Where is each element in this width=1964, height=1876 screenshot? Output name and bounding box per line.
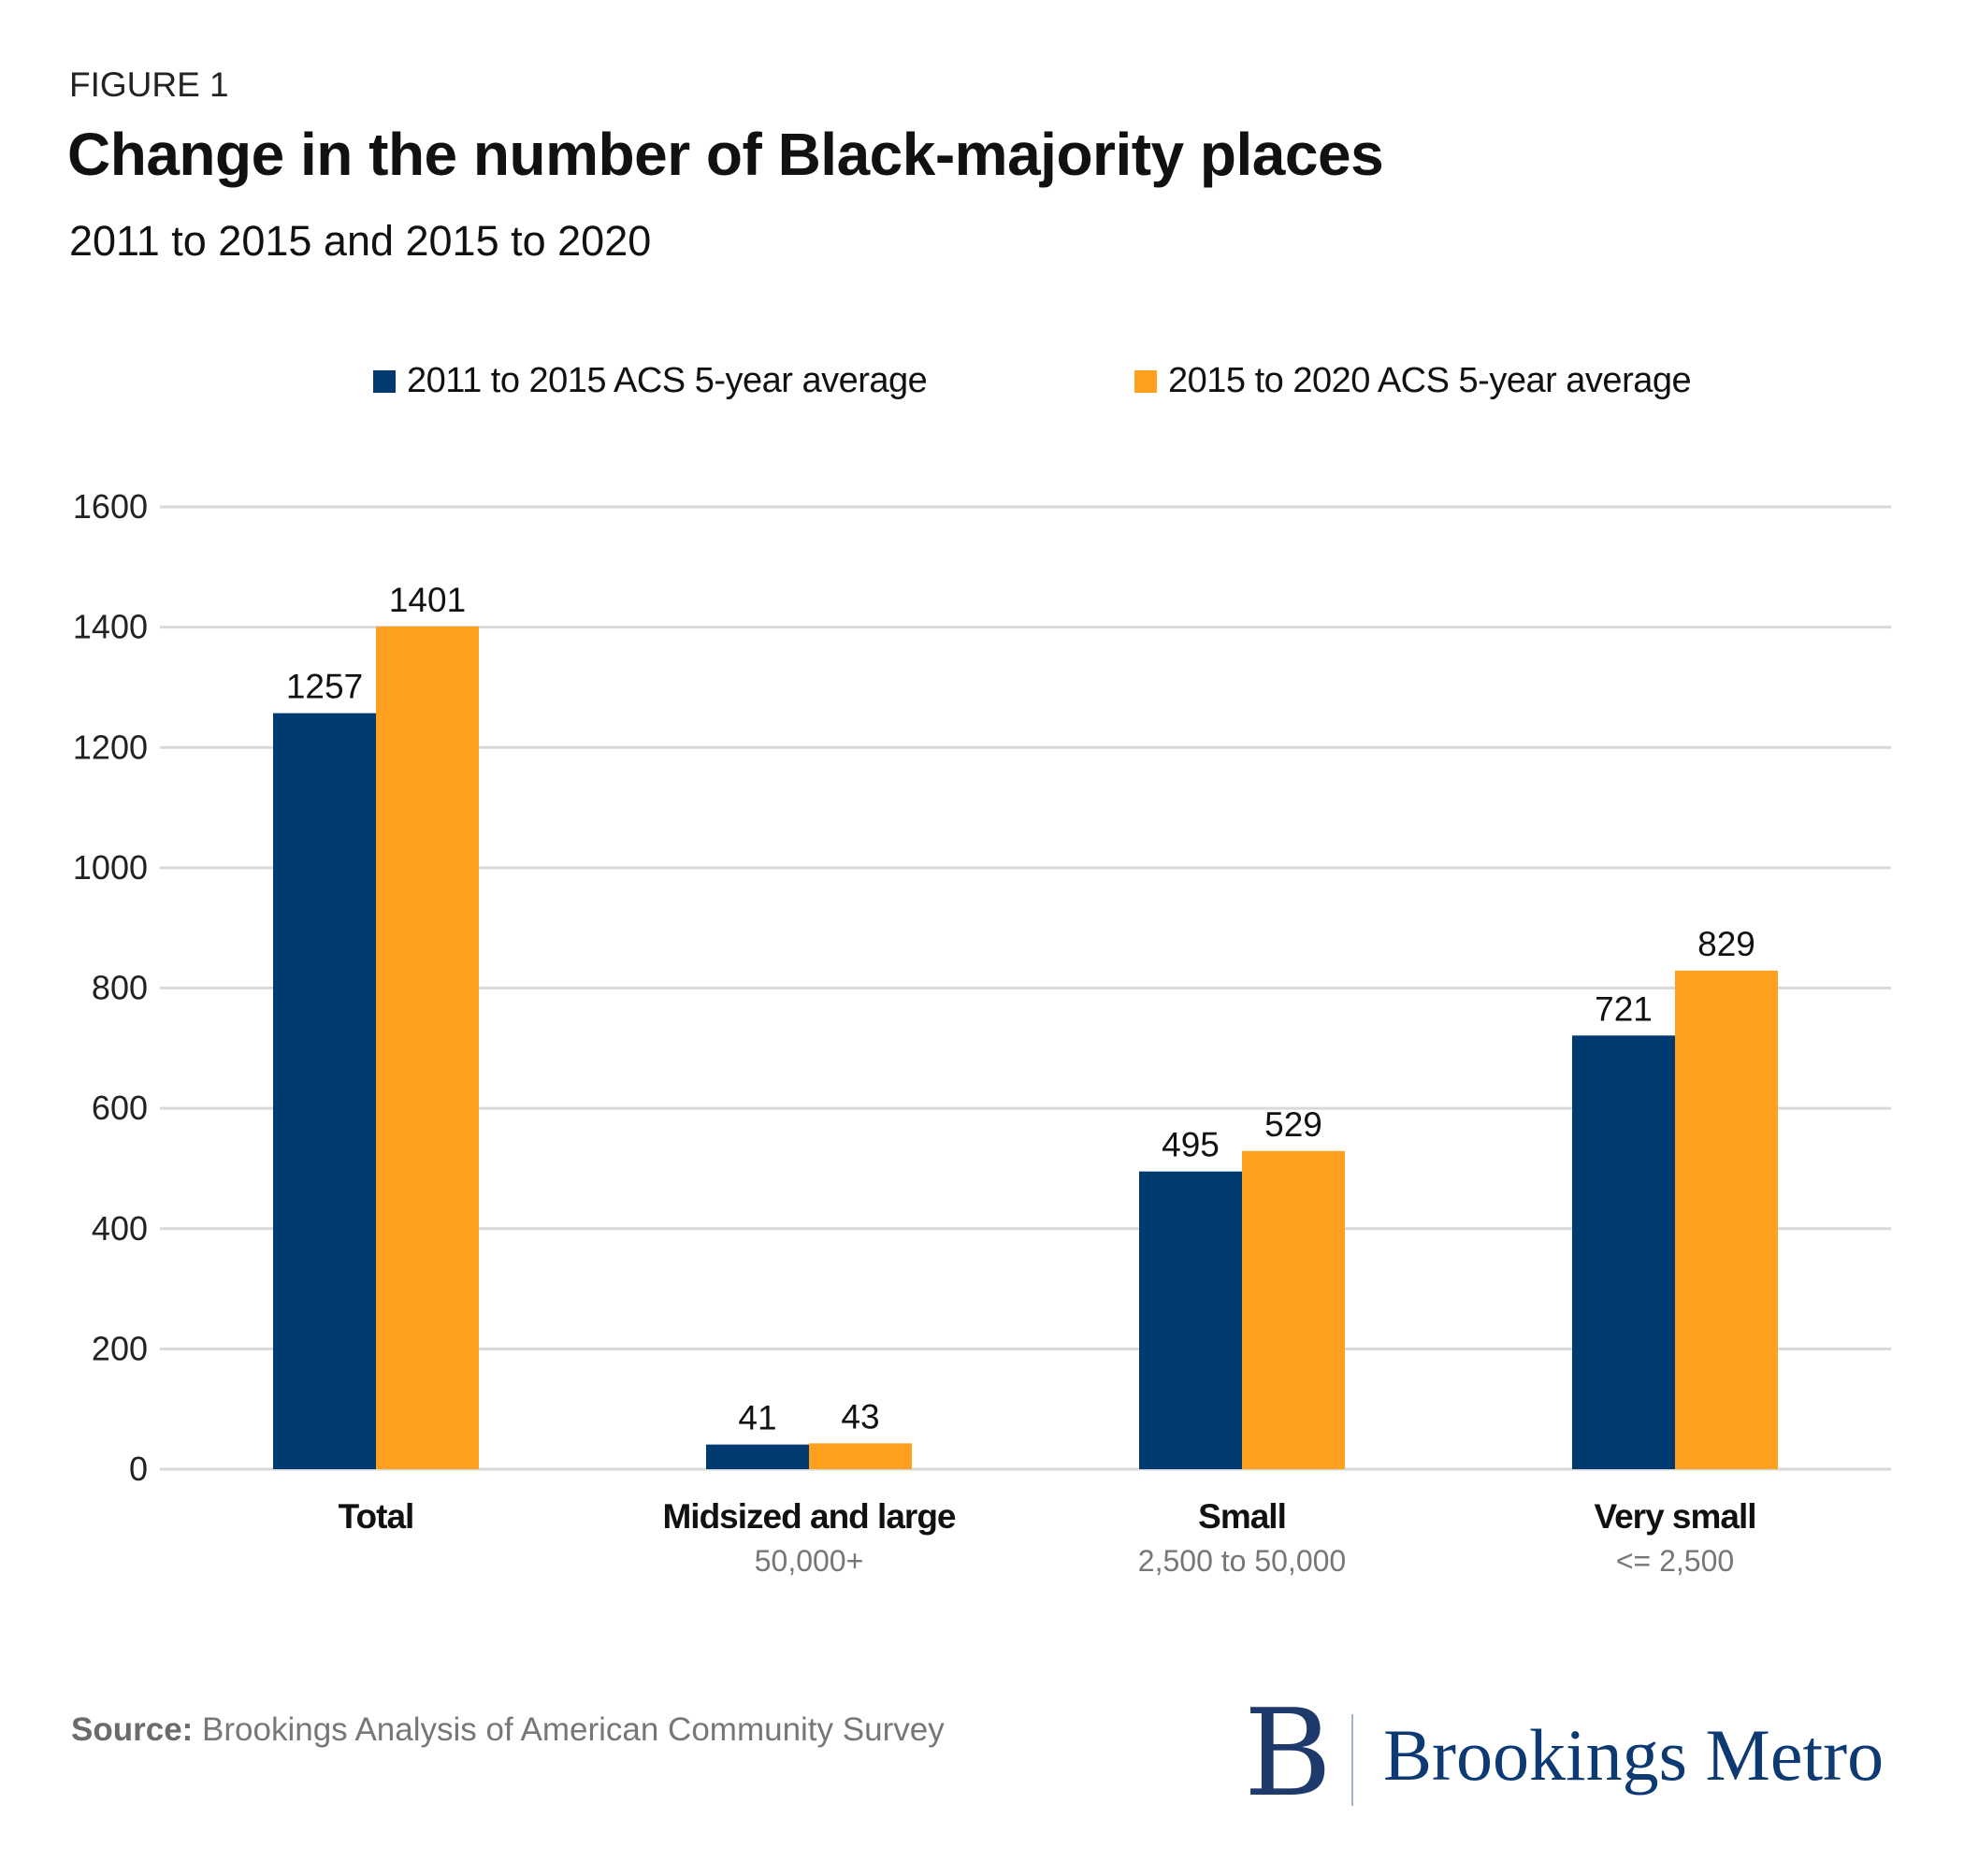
category-sublabel: <= 2,500	[1616, 1544, 1734, 1578]
y-tick-label: 800	[92, 969, 148, 1007]
y-tick-label: 1000	[73, 848, 148, 887]
y-tick-label: 600	[92, 1089, 148, 1127]
bar-2015-2020	[1675, 970, 1778, 1469]
data-label: 721	[1595, 989, 1653, 1028]
data-label: 41	[738, 1399, 776, 1437]
figure-label: FIGURE 1	[69, 65, 229, 104]
category-label: Very small	[1594, 1497, 1755, 1536]
category-label: Total	[339, 1497, 414, 1536]
data-label: 1401	[389, 581, 466, 619]
y-tick-label: 1200	[73, 728, 148, 766]
logo-divider	[1351, 1714, 1353, 1806]
legend-item-2015-2020: 2015 to 2020 ACS 5-year average	[1134, 361, 1692, 401]
data-label: 829	[1697, 925, 1755, 963]
chart-title: Change in the number of Black-majority p…	[67, 121, 1384, 188]
bar-2015-2020	[376, 626, 479, 1469]
data-label: 495	[1162, 1126, 1220, 1164]
y-tick-label: 0	[129, 1450, 148, 1488]
legend-item-2011-2015: 2011 to 2015 ACS 5-year average	[373, 361, 928, 401]
data-label: 529	[1264, 1105, 1322, 1144]
source-text: Brookings Analysis of American Community…	[193, 1711, 945, 1748]
legend-swatch-orange	[1134, 369, 1157, 393]
data-label: 43	[841, 1397, 879, 1436]
legend-label: 2015 to 2020 ACS 5-year average	[1168, 361, 1692, 400]
category-sublabel: 50,000+	[755, 1544, 864, 1578]
source-note: Source: Brookings Analysis of American C…	[71, 1711, 945, 1749]
category-label: Small	[1198, 1497, 1286, 1536]
legend-swatch-navy	[373, 369, 396, 393]
category-label: Midsized and large	[662, 1497, 955, 1536]
bar-2015-2020	[1242, 1150, 1345, 1469]
category-sublabel: 2,500 to 50,000	[1138, 1544, 1346, 1578]
brookings-metro-logo-text: Brookings Metro	[1383, 1714, 1885, 1796]
brookings-logo-mark: B	[1244, 1684, 1333, 1824]
bar-2011-2015	[1572, 1035, 1675, 1469]
y-tick-label: 1600	[73, 487, 148, 526]
y-tick-label: 1400	[73, 608, 148, 646]
source-label: Source:	[71, 1711, 194, 1748]
y-tick-label: 400	[92, 1209, 148, 1248]
data-label: 1257	[286, 668, 363, 706]
bar-2015-2020	[809, 1443, 912, 1469]
legend-label: 2011 to 2015 ACS 5-year average	[407, 361, 928, 400]
chart-subtitle: 2011 to 2015 and 2015 to 2020	[69, 217, 652, 265]
bar-2011-2015	[1139, 1171, 1242, 1469]
y-tick-label: 200	[92, 1329, 148, 1367]
bar-2011-2015	[273, 713, 376, 1469]
bar-2011-2015	[706, 1444, 809, 1469]
